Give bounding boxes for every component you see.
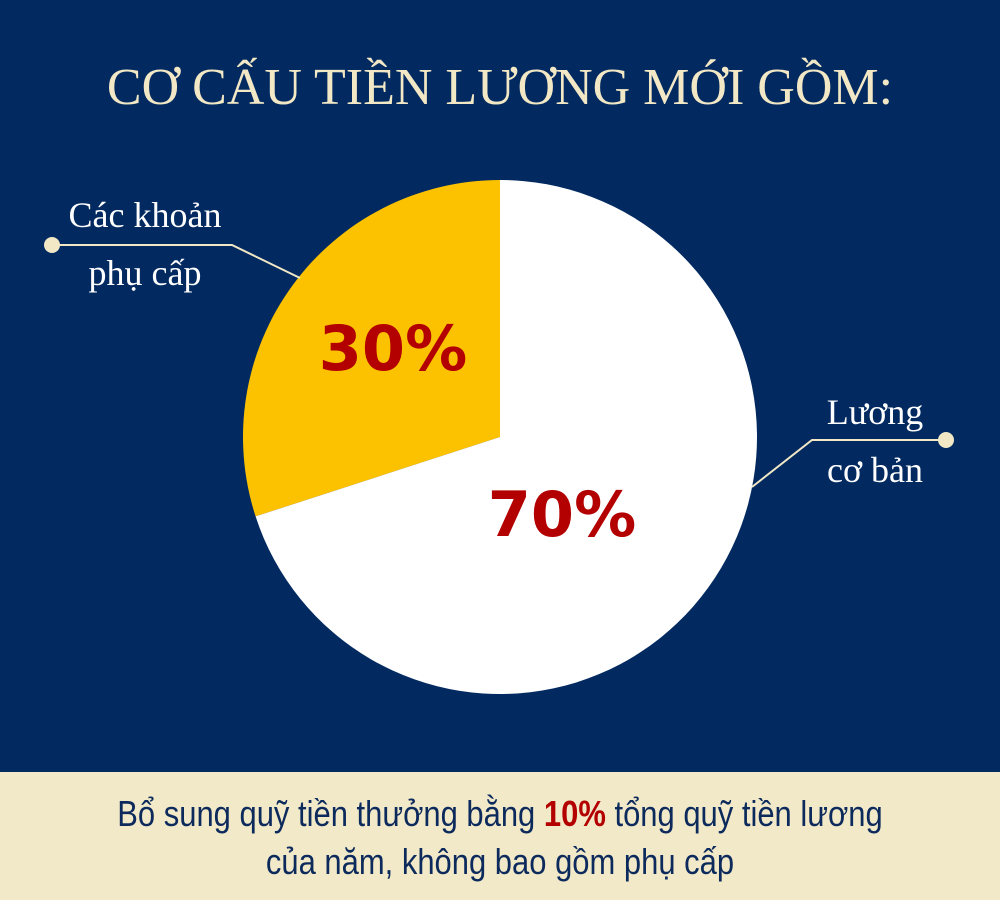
leader-dot-base-salary	[938, 432, 954, 448]
label-line: phụ cấp	[88, 253, 202, 293]
footer-highlight: 10%	[543, 793, 606, 834]
label-line: Các khoản	[68, 195, 222, 235]
pie-chart: 30% 70%	[44, 180, 954, 695]
pie-slice-allowances	[243, 180, 500, 517]
footer-band: Bổ sung quỹ tiền thưởng bằng 10% tổng qu…	[0, 772, 1000, 900]
label-line: cơ bản	[827, 450, 923, 490]
label-line: Lương	[826, 392, 924, 432]
legend-label-allowances: Các khoản phụ cấp	[40, 186, 250, 302]
leader-dot-allowances	[44, 237, 60, 253]
pie-slice-base-salary	[255, 180, 757, 695]
slice-value-label-allowances: 30%	[319, 312, 467, 385]
legend-label-base-salary: Lương cơ bản	[790, 383, 960, 499]
footer-line2: của năm, không bao gồm phụ cấp	[265, 841, 735, 882]
slice-value-label-base-salary: 70%	[488, 478, 636, 551]
footer-text: Bổ sung quỹ tiền thưởng bằng 10% tổng qu…	[70, 790, 930, 886]
leader-line-allowances	[52, 244, 301, 279]
leader-line-base-salary	[751, 439, 946, 488]
footer-line1-after: tổng quỹ tiền lương	[605, 793, 883, 834]
page-title: CƠ CẤU TIỀN LƯƠNG MỚI GỒM:	[106, 59, 894, 116]
footer-line1-before: Bổ sung quỹ tiền thưởng bằng	[117, 793, 544, 834]
